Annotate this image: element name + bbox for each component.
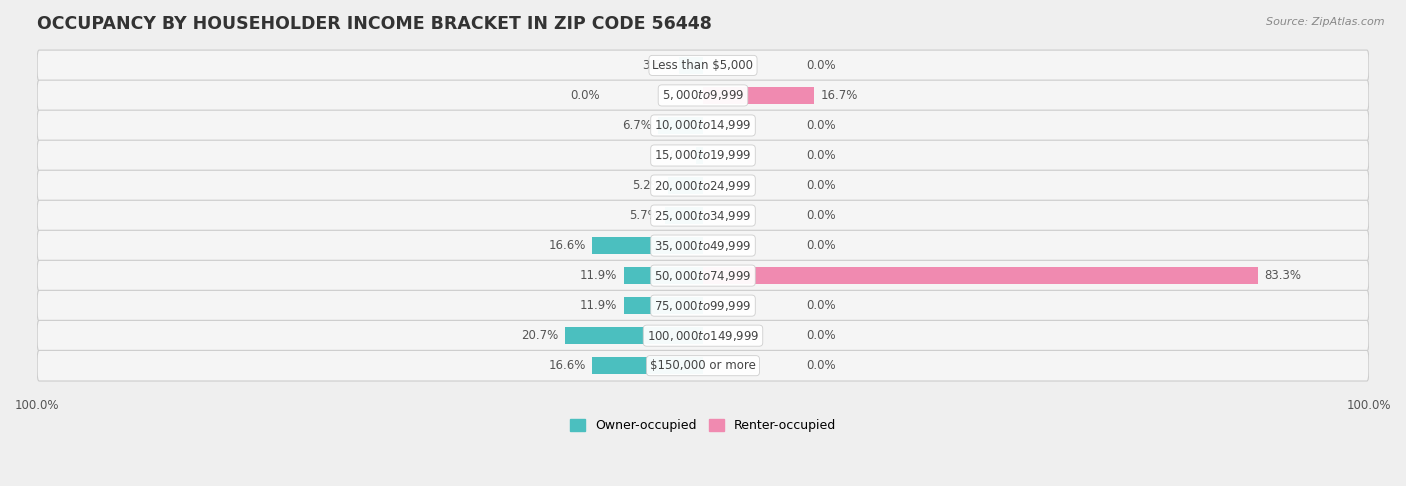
Text: 11.9%: 11.9% bbox=[579, 269, 617, 282]
Text: 5.7%: 5.7% bbox=[628, 209, 658, 222]
Text: 0.0%: 0.0% bbox=[806, 359, 835, 372]
Text: $25,000 to $34,999: $25,000 to $34,999 bbox=[654, 208, 752, 223]
Text: $35,000 to $49,999: $35,000 to $49,999 bbox=[654, 239, 752, 253]
Bar bbox=[592, 357, 703, 374]
FancyBboxPatch shape bbox=[37, 200, 1369, 231]
Text: 0.0%: 0.0% bbox=[806, 149, 835, 162]
Text: Less than $5,000: Less than $5,000 bbox=[652, 59, 754, 72]
Text: 11.9%: 11.9% bbox=[579, 299, 617, 312]
Text: $10,000 to $14,999: $10,000 to $14,999 bbox=[654, 119, 752, 133]
Bar bbox=[658, 117, 703, 134]
FancyBboxPatch shape bbox=[37, 320, 1369, 351]
Text: $75,000 to $99,999: $75,000 to $99,999 bbox=[654, 298, 752, 312]
Text: 6.7%: 6.7% bbox=[621, 119, 652, 132]
FancyBboxPatch shape bbox=[37, 140, 1369, 171]
Text: 0.0%: 0.0% bbox=[806, 299, 835, 312]
FancyBboxPatch shape bbox=[37, 110, 1369, 141]
Text: $50,000 to $74,999: $50,000 to $74,999 bbox=[654, 269, 752, 282]
Text: 0.0%: 0.0% bbox=[806, 59, 835, 72]
Text: 16.7%: 16.7% bbox=[821, 89, 858, 102]
FancyBboxPatch shape bbox=[37, 350, 1369, 381]
Bar bbox=[668, 177, 703, 194]
Text: $20,000 to $24,999: $20,000 to $24,999 bbox=[654, 178, 752, 192]
FancyBboxPatch shape bbox=[37, 170, 1369, 201]
Text: 0.0%: 0.0% bbox=[571, 89, 600, 102]
Bar bbox=[624, 297, 703, 314]
Text: 1.0%: 1.0% bbox=[659, 149, 690, 162]
Bar bbox=[703, 267, 1257, 284]
Bar bbox=[696, 147, 703, 164]
Text: 3.6%: 3.6% bbox=[643, 59, 672, 72]
Text: $5,000 to $9,999: $5,000 to $9,999 bbox=[662, 88, 744, 103]
Text: $100,000 to $149,999: $100,000 to $149,999 bbox=[647, 329, 759, 343]
Text: $15,000 to $19,999: $15,000 to $19,999 bbox=[654, 149, 752, 162]
FancyBboxPatch shape bbox=[37, 230, 1369, 261]
Text: 16.6%: 16.6% bbox=[548, 359, 586, 372]
Bar bbox=[703, 87, 814, 104]
FancyBboxPatch shape bbox=[37, 260, 1369, 291]
Bar bbox=[679, 57, 703, 74]
FancyBboxPatch shape bbox=[37, 80, 1369, 111]
Bar bbox=[665, 207, 703, 224]
Text: 0.0%: 0.0% bbox=[806, 119, 835, 132]
Text: 0.0%: 0.0% bbox=[806, 329, 835, 342]
Text: $150,000 or more: $150,000 or more bbox=[650, 359, 756, 372]
Text: 0.0%: 0.0% bbox=[806, 209, 835, 222]
FancyBboxPatch shape bbox=[37, 50, 1369, 81]
FancyBboxPatch shape bbox=[37, 290, 1369, 321]
Text: 83.3%: 83.3% bbox=[1264, 269, 1301, 282]
Text: 0.0%: 0.0% bbox=[806, 239, 835, 252]
Bar bbox=[624, 267, 703, 284]
Text: 5.2%: 5.2% bbox=[631, 179, 662, 192]
Bar bbox=[565, 327, 703, 345]
Text: 0.0%: 0.0% bbox=[806, 179, 835, 192]
Legend: Owner-occupied, Renter-occupied: Owner-occupied, Renter-occupied bbox=[565, 414, 841, 437]
Text: 16.6%: 16.6% bbox=[548, 239, 586, 252]
Text: OCCUPANCY BY HOUSEHOLDER INCOME BRACKET IN ZIP CODE 56448: OCCUPANCY BY HOUSEHOLDER INCOME BRACKET … bbox=[37, 15, 711, 33]
Text: Source: ZipAtlas.com: Source: ZipAtlas.com bbox=[1267, 17, 1385, 27]
Text: 20.7%: 20.7% bbox=[522, 329, 558, 342]
Bar bbox=[592, 237, 703, 254]
